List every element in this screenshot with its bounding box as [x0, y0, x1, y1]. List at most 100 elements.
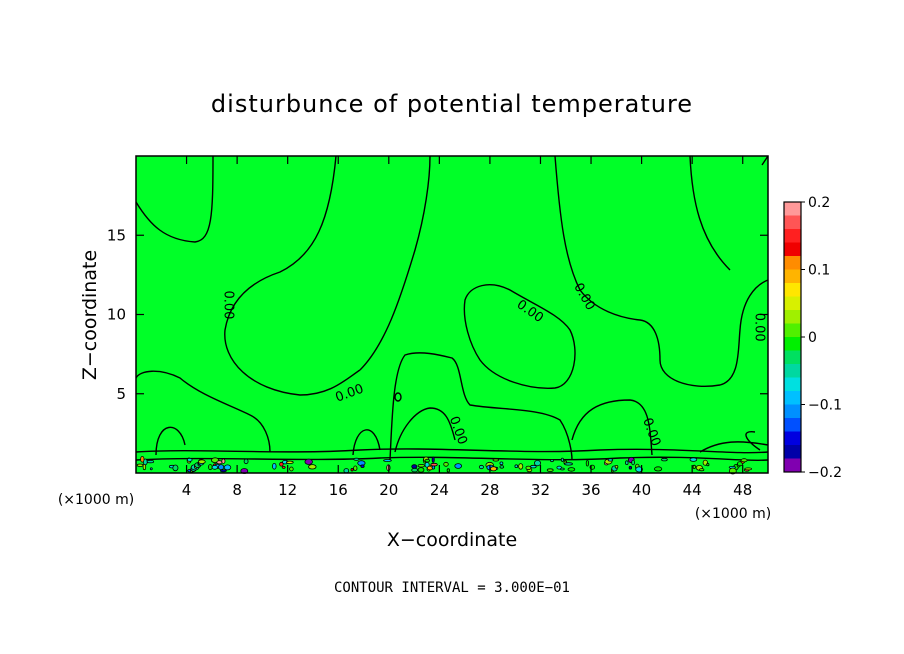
noise-blob — [492, 458, 499, 462]
x-tick-label: 4 — [182, 481, 192, 499]
contour-lines — [135, 155, 769, 462]
noise-blob — [661, 457, 668, 462]
colorbar-tick-label: 0.2 — [808, 195, 830, 211]
noise-blob — [454, 463, 463, 469]
noise-blob — [208, 464, 213, 471]
noise-blob — [550, 459, 554, 463]
noise-blob — [136, 463, 144, 467]
colorbar-swatch — [784, 256, 801, 270]
noise-blob — [272, 462, 277, 470]
noise-blob — [140, 455, 145, 463]
noise-blob — [499, 461, 504, 466]
boundary-layer-noise — [136, 455, 752, 475]
noise-blob — [635, 466, 643, 473]
noise-blob — [360, 464, 365, 468]
colorbar-tick-label: 0.1 — [808, 263, 830, 279]
colorbar: 0.2 0.1 0 −0.1 −0.2 — [783, 195, 842, 481]
noise-blob — [353, 465, 358, 471]
x-tick-label: 32 — [531, 481, 550, 499]
colorbar-tick-label: 0 — [808, 330, 817, 346]
noise-blob — [546, 468, 554, 472]
contour-line — [761, 155, 769, 166]
x-tick-label: 16 — [329, 481, 348, 499]
contour-line — [689, 155, 731, 271]
colorbar-swatch — [784, 404, 801, 419]
contour-line — [394, 392, 402, 402]
colorbar-swatch — [784, 445, 801, 459]
contour-line — [135, 155, 214, 243]
noise-blob — [243, 458, 249, 465]
colorbar-swatch — [784, 202, 801, 216]
noise-blob — [514, 464, 519, 469]
noise-blob — [343, 468, 350, 474]
contour-line — [135, 370, 271, 453]
noise-blob — [353, 457, 360, 461]
noise-blob — [149, 467, 153, 471]
colorbar-swatch — [784, 391, 801, 405]
noise-blob — [279, 461, 284, 467]
noise-blob — [281, 465, 286, 469]
noise-blob — [304, 458, 313, 465]
noise-blob — [411, 467, 419, 473]
x-tick-label: 36 — [581, 481, 600, 499]
contour-line — [224, 155, 361, 396]
noise-blob — [197, 459, 206, 464]
x-tick-label: 40 — [632, 481, 651, 499]
noise-blob — [478, 464, 484, 470]
contour-line — [745, 431, 761, 451]
contour-interval-label: CONTOUR INTERVAL = 3.000E−01 — [334, 580, 570, 596]
colorbar-swatch — [784, 296, 801, 311]
noise-blob — [146, 459, 155, 464]
noise-blob — [443, 461, 449, 467]
y-axis-title: Z−coordinate — [79, 250, 101, 380]
colorbar-swatch — [784, 458, 801, 473]
contour-label: 0.00 — [751, 313, 766, 342]
noise-blob — [221, 458, 226, 464]
colorbar-swatch — [784, 364, 801, 378]
x-tick-label: 44 — [683, 481, 702, 499]
noise-blob — [172, 464, 179, 472]
colorbar-tick-label: −0.2 — [808, 465, 842, 481]
noise-blob — [186, 457, 193, 462]
contour-line — [135, 456, 769, 462]
noise-blob — [219, 469, 227, 473]
noise-blob — [411, 464, 418, 469]
colorbar-swatch — [784, 283, 801, 297]
chart-title: disturbunce of potential temperature — [211, 90, 693, 118]
noise-blob — [223, 464, 232, 471]
x-tick-label: 28 — [480, 481, 499, 499]
noise-blob — [740, 458, 748, 463]
noise-blob — [216, 460, 223, 465]
colorbar-swatch — [784, 242, 801, 257]
y-axis: 5 10 15 — [107, 226, 768, 403]
colorbar-swatch — [784, 215, 801, 230]
contour-line — [554, 155, 769, 387]
contour-line — [394, 407, 456, 453]
noise-blob — [625, 460, 629, 466]
noise-blob — [446, 468, 450, 473]
y-tick-label: 5 — [116, 385, 126, 403]
contour-label: 0.00 — [220, 291, 235, 320]
noise-blob — [350, 468, 354, 472]
contour-line — [389, 352, 573, 461]
x-tick-label: 8 — [232, 481, 242, 499]
x-tick-label: 24 — [430, 481, 449, 499]
noise-blob — [692, 464, 696, 469]
noise-blob — [285, 460, 294, 464]
noise-blob — [607, 458, 614, 462]
noise-blob — [534, 459, 542, 467]
x-unit-right: (×1000 m) — [695, 506, 771, 522]
contour-line — [155, 426, 186, 456]
noise-blob — [653, 466, 663, 472]
noise-blob — [417, 467, 425, 473]
noise-blob — [518, 463, 524, 470]
noise-blob — [706, 462, 710, 467]
colorbar-swatch — [784, 431, 801, 446]
colorbar-swatch — [784, 418, 801, 432]
contour-line — [699, 441, 769, 453]
x-tick-label: 48 — [733, 481, 752, 499]
contour-line — [571, 399, 653, 456]
noise-blob — [560, 467, 565, 471]
noise-blob — [289, 466, 294, 472]
